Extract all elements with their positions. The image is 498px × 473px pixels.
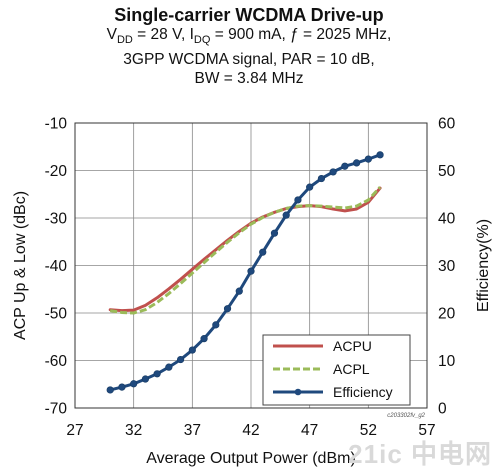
y-tick-label-right: 10 (438, 353, 456, 370)
efficiency-point (317, 174, 326, 183)
y-tick-label-left: -10 (45, 116, 68, 133)
efficiency-point (118, 383, 126, 391)
vdd-rest: = 28 V, I (132, 26, 194, 43)
y-tick-label-left: -40 (45, 258, 68, 275)
efficiency-point (270, 229, 279, 237)
efficiency-point (306, 183, 314, 191)
chart-title: Single-carrier WCDMA Drive-up (114, 5, 384, 25)
efficiency-point (353, 159, 361, 167)
efficiency-point (177, 355, 185, 364)
efficiency-point (212, 321, 220, 329)
y-tick-label-left: -70 (45, 401, 68, 418)
legend-marker-efficiency (294, 388, 302, 396)
y-tick-label-left: -20 (45, 163, 68, 180)
x-tick-label: 57 (418, 422, 435, 439)
y-tick-label-left: -60 (45, 353, 68, 370)
plot-frame (74, 122, 428, 409)
efficiency-point (188, 346, 196, 354)
chart-subtitle-line-2: 3GPP WCDMA signal, PAR = 10 dB, (123, 51, 375, 69)
chart-header: Single-carrier WCDMA Drive-up VDD = 28 V… (0, 6, 498, 88)
efficiency-point (223, 305, 232, 313)
y-tick-label-right: 30 (438, 258, 456, 275)
legend-label-acpu: ACPU (333, 338, 372, 354)
axis-ticks: 27 32 37 42 47 52 57 -10 -20 -30 -40 -50 -60 -70 60 50 4… (45, 116, 456, 440)
y-axis-label-right: Efficiency(%) (475, 219, 492, 312)
x-axis-label: Average Output Power (dBm) (146, 450, 356, 467)
idq-subscript: DQ (193, 34, 211, 47)
x-tick-label: 42 (242, 422, 259, 439)
figure-code: c203302fv_g2 (387, 413, 425, 419)
legend-label-efficiency: Efficiency (333, 384, 393, 400)
efficiency-point (200, 335, 208, 343)
x-tick-label: 32 (125, 422, 142, 439)
y-tick-label-right: 50 (438, 163, 456, 180)
efficiency-point (376, 151, 384, 159)
series-line-acpl (109, 186, 382, 315)
chart-subtitle-line-3: BW = 3.84 MHz (194, 70, 304, 88)
efficiency-point (282, 211, 290, 219)
y-tick-label-right: 0 (438, 401, 447, 418)
y-tick-label-left: -50 (45, 306, 68, 323)
x-tick-label: 52 (360, 422, 377, 439)
efficiency-point (106, 386, 114, 394)
subtitle-line-1-rest: = 900 mA, ƒ = 2025 MHz, (210, 26, 392, 43)
y-tick-label-left: -30 (45, 211, 68, 228)
x-tick-label: 37 (184, 422, 201, 439)
legend: ACPU ACPL Efficiency (262, 334, 411, 406)
legend-label-acpl: ACPL (333, 361, 370, 377)
y-tick-label-right: 20 (438, 306, 456, 323)
y-tick-label-right: 60 (438, 116, 456, 133)
efficiency-point (364, 155, 372, 163)
efficiency-point (235, 287, 243, 295)
chart-subtitle-line-1: VDD = 28 V, IDQ = 900 mA, ƒ = 2025 MHz, (0, 25, 498, 50)
efficiency-point (153, 370, 161, 378)
efficiency-point (130, 380, 138, 388)
x-tick-label: 27 (66, 422, 83, 439)
y-axis-label-left: ACP Up & Low (dBc) (12, 191, 29, 340)
efficiency-point (294, 196, 302, 204)
vdd-prefix: V (106, 26, 117, 43)
efficiency-point (141, 375, 149, 383)
x-tick-label: 47 (301, 422, 318, 439)
vdd-subscript: DD (116, 34, 133, 47)
y-tick-label-right: 40 (438, 211, 456, 228)
efficiency-point (165, 363, 173, 371)
efficiency-point (247, 267, 255, 275)
efficiency-point (259, 248, 267, 256)
watermark: 21ic 中电网 (348, 439, 492, 469)
series-layer (106, 151, 384, 394)
efficiency-point (329, 168, 337, 176)
efficiency-point (341, 162, 349, 170)
